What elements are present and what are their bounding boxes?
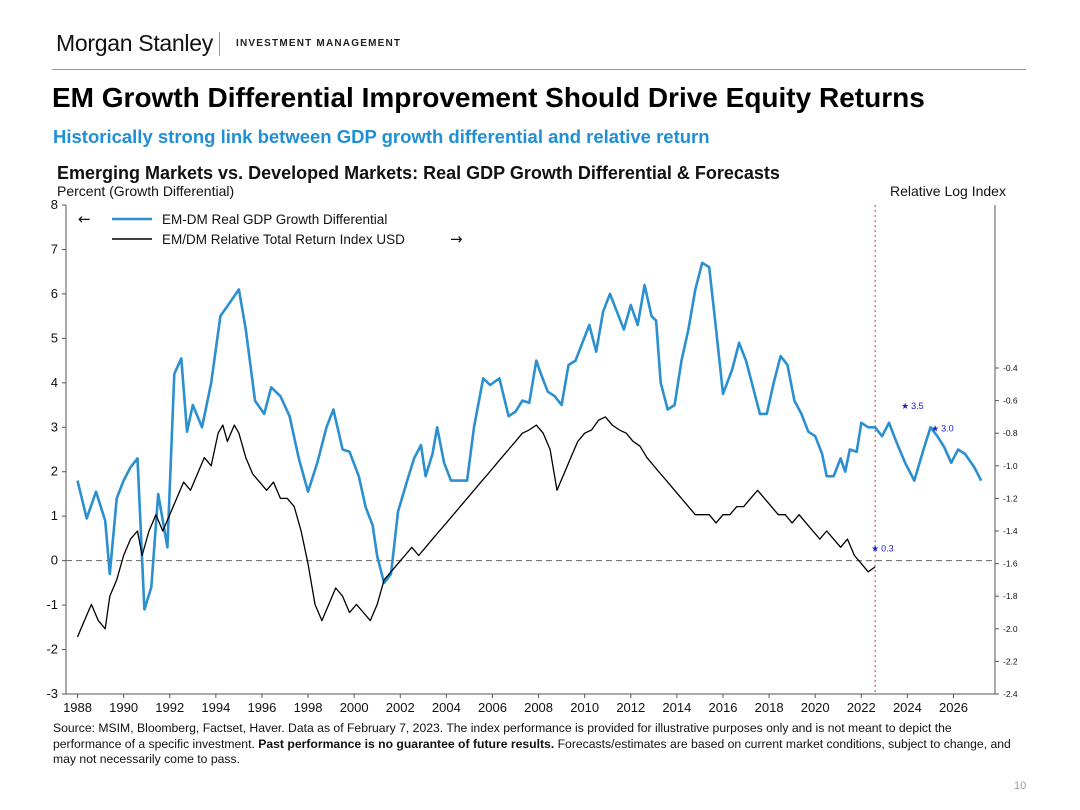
y2-tick-label: -2.2 xyxy=(1003,656,1018,666)
left-axis-label: Percent (Growth Differential) xyxy=(57,183,235,199)
x-tick-label: 2000 xyxy=(340,700,369,715)
brand-divider xyxy=(219,32,220,56)
y-tick-label: 5 xyxy=(51,330,58,345)
x-tick-label: 1992 xyxy=(155,700,184,715)
y2-tick-label: -1.0 xyxy=(1003,461,1018,471)
legend-arrow-right: → xyxy=(450,230,463,248)
forecast-value-label: 3.5 xyxy=(911,401,924,411)
y-tick-label: 2 xyxy=(51,464,58,479)
y2-tick-label: -1.6 xyxy=(1003,559,1018,569)
source-note: Source: MSIM, Bloomberg, Factset, Haver.… xyxy=(53,721,1013,768)
slide-title: EM Growth Differential Improvement Shoul… xyxy=(52,82,925,113)
y2-tick-label: -0.8 xyxy=(1003,428,1018,438)
y-tick-label: 6 xyxy=(51,286,58,301)
x-tick-label: 2022 xyxy=(847,700,876,715)
source-text-continued: Forecasts/estimates are based on current… xyxy=(53,736,1011,767)
x-tick-label: 2018 xyxy=(755,700,784,715)
legend-arrow-left: ← xyxy=(78,210,91,228)
division-label: INVESTMENT MANAGEMENT xyxy=(236,38,402,49)
y2-tick-label: -1.2 xyxy=(1003,493,1018,503)
x-tick-label: 1990 xyxy=(109,700,138,715)
source-text: Source: MSIM, Bloomberg, Factset, Haver.… xyxy=(53,721,952,751)
page-number: 10 xyxy=(1014,780,1027,792)
header-rule xyxy=(52,69,1026,70)
brand-logo: Morgan Stanley xyxy=(56,30,213,56)
y2-tick-label: -1.4 xyxy=(1003,526,1018,536)
y-tick-label: -1 xyxy=(46,597,58,612)
x-tick-label: 2026 xyxy=(939,700,968,715)
x-tick-label: 1996 xyxy=(247,700,276,715)
gdp-differential-series-line xyxy=(76,261,983,611)
forecast-marker-star: ★ xyxy=(901,402,909,412)
slide-subtitle: Historically strong link between GDP gro… xyxy=(53,126,710,147)
right-axis-label: Relative Log Index xyxy=(890,183,1006,199)
x-tick-label: 2014 xyxy=(662,700,691,715)
forecast-value-label: 0.3 xyxy=(881,543,894,553)
y2-tick-label: -0.4 xyxy=(1003,363,1018,373)
chart-title: Emerging Markets vs. Developed Markets: … xyxy=(57,163,780,183)
x-tick-label: 2002 xyxy=(386,700,415,715)
x-tick-label: 2004 xyxy=(432,700,461,715)
y2-tick-label: -0.6 xyxy=(1003,396,1018,406)
x-tick-label: 2010 xyxy=(570,700,599,715)
y-tick-label: 4 xyxy=(51,375,58,390)
y-tick-label: -2 xyxy=(46,642,58,657)
return-index-series-line xyxy=(76,416,876,638)
x-tick-label: 1998 xyxy=(294,700,323,715)
x-tick-label: 1994 xyxy=(201,700,230,715)
legend-label-index: EM/DM Relative Total Return Index USD xyxy=(162,232,405,247)
y-tick-label: 8 xyxy=(51,197,58,212)
y2-tick-label: -1.8 xyxy=(1003,591,1018,601)
y2-tick-label: -2.0 xyxy=(1003,624,1018,634)
y-tick-label: 1 xyxy=(51,508,58,523)
legend-label-gdp: EM-DM Real GDP Growth Differential xyxy=(162,212,387,227)
forecast-marker-star: ★ xyxy=(931,424,939,434)
x-tick-label: 2024 xyxy=(893,700,922,715)
x-tick-label: 2020 xyxy=(801,700,830,715)
forecast-marker-star: ★ xyxy=(871,544,879,554)
disclaimer-bold: Past performance is no guarantee of futu… xyxy=(258,736,555,751)
x-tick-label: 2016 xyxy=(709,700,738,715)
x-tick-label: 2006 xyxy=(478,700,507,715)
y-tick-label: 3 xyxy=(51,419,58,434)
y-tick-label: -3 xyxy=(46,686,58,701)
x-tick-label: 2008 xyxy=(524,700,553,715)
y-tick-label: 7 xyxy=(51,241,58,256)
y2-tick-label: -2.4 xyxy=(1003,689,1018,699)
x-tick-label: 2012 xyxy=(616,700,645,715)
forecast-value-label: 3.0 xyxy=(941,423,954,433)
y-tick-label: 0 xyxy=(51,553,58,568)
x-tick-label: 1988 xyxy=(63,700,92,715)
